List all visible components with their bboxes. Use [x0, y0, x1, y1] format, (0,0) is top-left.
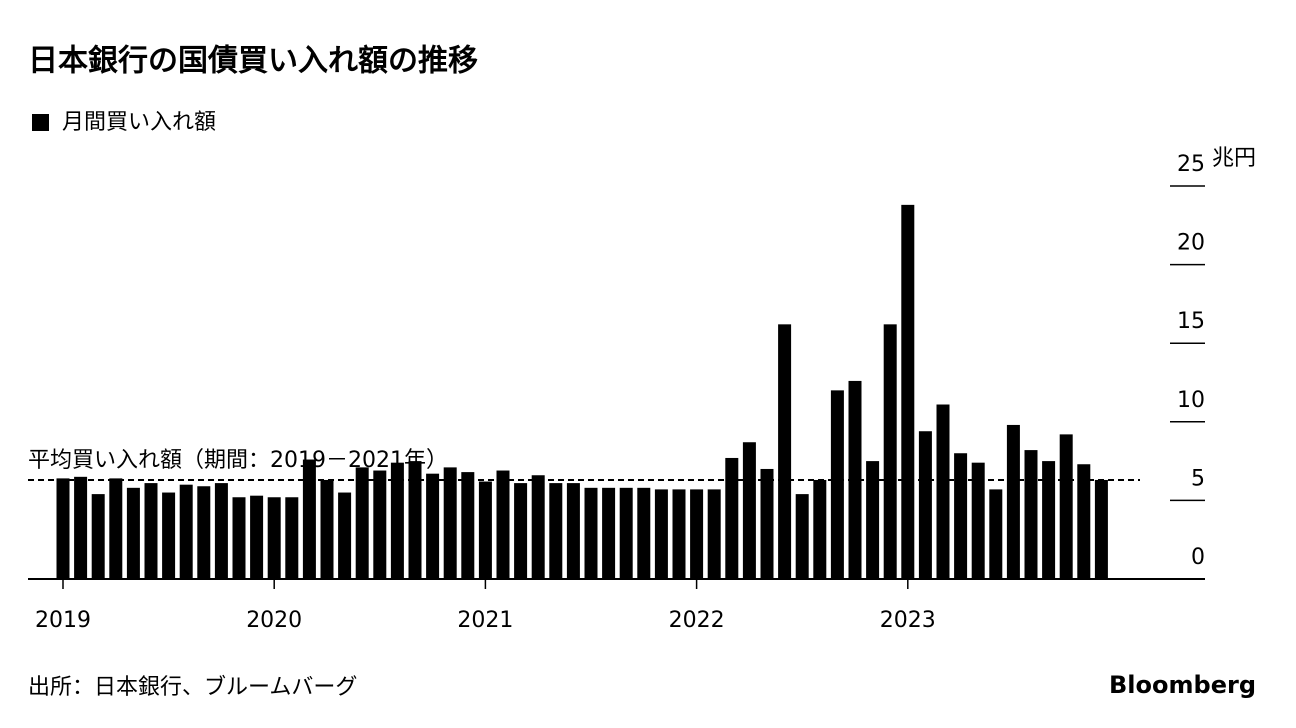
- bar: [654, 489, 668, 579]
- bar: [531, 475, 545, 579]
- bar: [338, 492, 352, 579]
- y-tick-label: 25: [1177, 152, 1205, 177]
- bar: [126, 487, 140, 579]
- bar: [901, 204, 915, 579]
- bar: [408, 461, 422, 579]
- y-tick-label: 10: [1177, 388, 1205, 413]
- bar: [866, 461, 880, 579]
- bar: [197, 486, 211, 579]
- bar: [795, 494, 809, 579]
- bar: [109, 478, 123, 579]
- bar: [725, 457, 739, 579]
- bar: [496, 470, 510, 579]
- x-tick-label: 2020: [246, 608, 302, 633]
- bar: [267, 497, 281, 579]
- bar: [1094, 479, 1108, 579]
- bar: [584, 487, 598, 579]
- bar: [989, 489, 1003, 579]
- bar: [250, 495, 264, 579]
- y-unit: 兆円: [1212, 146, 1256, 171]
- bar: [302, 459, 316, 579]
- bar: [918, 431, 932, 579]
- bar: [760, 468, 774, 579]
- bar: [549, 483, 563, 579]
- y-tick-label: 5: [1191, 466, 1205, 491]
- bar: [162, 492, 176, 579]
- bar: [514, 483, 528, 579]
- bar: [426, 473, 440, 579]
- y-tick-label: 0: [1191, 545, 1205, 570]
- bar: [1059, 434, 1073, 579]
- bar: [1006, 424, 1020, 579]
- bar: [848, 380, 862, 579]
- bar: [320, 479, 334, 579]
- bar: [778, 324, 792, 579]
- bar: [813, 479, 827, 579]
- bar: [478, 481, 492, 579]
- bar: [566, 483, 580, 579]
- bar: [707, 489, 721, 579]
- bar: [742, 442, 756, 579]
- reference-label: 平均買い入れ額（期間：2019－2021年）: [28, 448, 448, 473]
- bar: [56, 478, 70, 579]
- bar: [830, 390, 844, 579]
- bar: [637, 487, 651, 579]
- x-tick-label: 2021: [457, 608, 513, 633]
- bar: [91, 494, 105, 579]
- bar: [971, 462, 985, 579]
- x-tick-label: 2019: [35, 608, 91, 633]
- bar: [461, 472, 475, 579]
- bar: [1042, 461, 1056, 579]
- bar: [1077, 464, 1091, 579]
- bar: [936, 404, 950, 579]
- bar: [390, 462, 404, 579]
- bar: [602, 487, 616, 579]
- legend-swatch: [32, 114, 49, 131]
- bar: [672, 489, 686, 579]
- legend-label: 月間買い入れ額: [62, 110, 216, 135]
- bar: [232, 497, 246, 579]
- bar: [1024, 450, 1038, 579]
- x-tick-label: 2022: [669, 608, 725, 633]
- brand: Bloomberg: [1109, 671, 1256, 699]
- bar: [74, 476, 88, 579]
- bar: [285, 497, 299, 579]
- y-tick-label: 20: [1177, 231, 1205, 256]
- source: 出所：日本銀行、ブルームバーグ: [28, 675, 357, 700]
- bar: [619, 487, 633, 579]
- bar: [179, 484, 193, 579]
- x-tick-label: 2023: [880, 608, 936, 633]
- bar: [883, 324, 897, 579]
- bar: [690, 489, 704, 579]
- bar: [373, 470, 387, 579]
- bar: [214, 483, 228, 579]
- bar: [443, 467, 457, 579]
- chart-title: 日本銀行の国債買い入れ額の推移: [28, 44, 478, 79]
- y-tick-label: 15: [1177, 309, 1205, 334]
- bar: [355, 467, 369, 579]
- bar: [954, 453, 968, 579]
- bar: [144, 483, 158, 579]
